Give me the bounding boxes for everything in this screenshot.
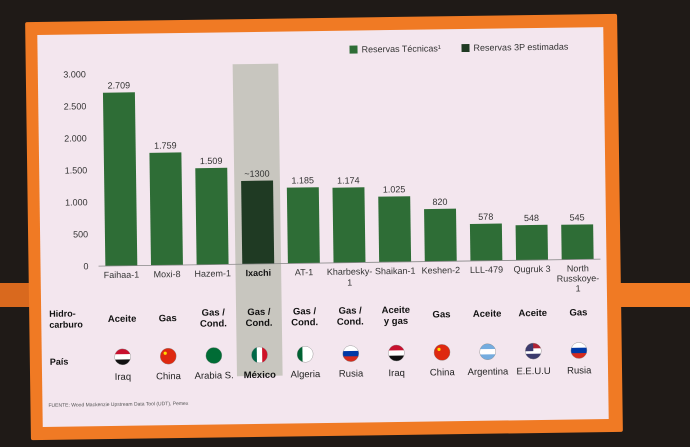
y-tick-label: 1.500 [65, 165, 88, 175]
hydrocarbon-type: Gas /Cond. [200, 307, 227, 329]
hydrocarbon-type: Aceitey gas [381, 305, 410, 327]
bar [195, 167, 229, 265]
bar [378, 196, 412, 263]
row-label-hydrocarbon: Hidro-carburo [49, 308, 83, 329]
value-label: 1.509 [200, 156, 223, 166]
category-label: Faihaa-1 [104, 270, 140, 280]
hydrocarbon-type: Gas [432, 309, 450, 320]
legend-label: Reservas Técnicas¹ [361, 43, 441, 54]
y-tick-label: 500 [73, 229, 88, 239]
hydrocarbon-type: Gas /Cond. [337, 305, 364, 327]
bar [469, 223, 503, 261]
bar [286, 187, 320, 264]
x-axis-line [98, 258, 601, 267]
category-label: Hazem-1 [194, 268, 231, 279]
bar [332, 187, 366, 263]
country-label: Rusia [567, 365, 592, 376]
bars [102, 92, 594, 267]
y-axis: 0 500 1.000 1.500 2.000 2.500 3.000 [63, 69, 88, 271]
bar [241, 180, 275, 265]
hydrocarbon-type: Gas /Cond. [245, 307, 272, 329]
country-label: Iraq [115, 372, 132, 383]
bar [561, 224, 594, 260]
country-label: Algeria [291, 369, 321, 380]
bar [515, 224, 548, 261]
country-label: Rusia [339, 368, 364, 379]
y-tick-label: 3.000 [63, 69, 86, 79]
country-label: Argentina [468, 366, 510, 378]
value-label: 545 [569, 212, 584, 222]
value-label: 1.759 [154, 140, 177, 150]
value-label: 1.174 [337, 175, 360, 185]
y-tick-label: 1.000 [65, 197, 88, 207]
hydrocarbon-type: Gas [159, 313, 177, 324]
value-label: 1.025 [383, 184, 406, 194]
legend-label: Reservas 3P estimadas [473, 42, 569, 53]
slide-frame: 0 500 1.000 1.500 2.000 2.500 3.000 2.709 1.759… [25, 13, 623, 441]
hydrocarbon-type: Aceite [108, 314, 137, 325]
legend-swatch [461, 43, 470, 53]
country-label: México [244, 370, 277, 381]
source-note: FUENTE: Wood Mackenzie Upstream Data Too… [48, 401, 188, 409]
hydrocarbon-type: Gas /Cond. [291, 306, 318, 328]
y-tick-label: 2.500 [64, 101, 87, 111]
value-label: 578 [478, 212, 493, 222]
country-label: Iraq [388, 368, 405, 379]
background-rail-right [620, 283, 690, 307]
value-label: 820 [432, 197, 447, 207]
y-tick-label: 2.000 [64, 133, 87, 143]
legend: Reservas Técnicas¹ Reservas 3P estimadas [349, 42, 569, 54]
country-label: Arabia S. [195, 370, 234, 382]
hydrocarbon-type: Gas [569, 307, 587, 318]
y-tick-label: 0 [83, 261, 88, 271]
row-label-country: País [50, 357, 69, 367]
bar [149, 152, 183, 266]
category-label: Qugruk 3 [514, 264, 551, 275]
category-labels: Faihaa-1 Moxi-8 Hazem-1 Ixachi AT-1 Kharbesky… [104, 263, 600, 294]
country-label: China [430, 367, 456, 378]
category-label: Shaikan-1 [375, 266, 416, 277]
country-label: E.E.U.U [516, 366, 551, 377]
value-label: 548 [524, 213, 539, 223]
category-label: Keshen-2 [422, 265, 461, 276]
value-label: ~1300 [244, 169, 269, 179]
legend-swatch [349, 45, 358, 54]
value-labels: 2.709 1.759 1.509 ~1300 1.185 1.174 1.025 820 57… [107, 80, 584, 223]
hydrocarbon-type: Aceite [473, 309, 502, 320]
category-label: Ixachi [246, 268, 272, 278]
category-label: Moxi-8 [154, 269, 181, 279]
info-table: Hidro-carburo País Aceite Iraq Gas China Gas /… [49, 305, 592, 383]
category-label: Kharbesky-1 [327, 266, 373, 288]
bar-chart: 0 500 1.000 1.500 2.000 2.500 3.000 2.709 1.759… [48, 42, 601, 409]
value-label: 1.185 [291, 175, 314, 185]
bar [424, 208, 457, 262]
slide-panel: 0 500 1.000 1.500 2.000 2.500 3.000 2.709 1.759… [37, 27, 609, 427]
value-label: 2.709 [107, 80, 130, 90]
category-label: AT-1 [295, 267, 313, 277]
bar [102, 92, 138, 267]
hydrocarbon-type: Aceite [518, 308, 547, 319]
country-label: China [156, 371, 182, 382]
category-label: NorthRusskoye-1 [556, 263, 599, 294]
category-label: LLL-479 [470, 265, 503, 275]
